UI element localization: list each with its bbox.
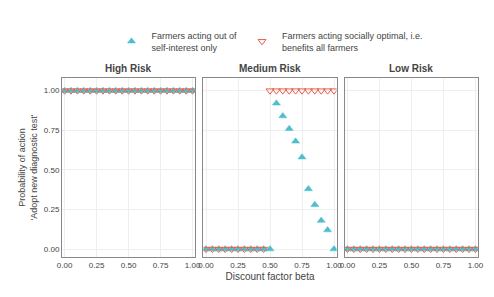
svg-text:Probability of action'Adopt ne: Probability of action'Adopt new diagnost… xyxy=(17,114,39,220)
svg-text:Farmers acting socially optima: Farmers acting socially optimal, i.e.ben… xyxy=(282,31,423,53)
svg-text:1.00: 1.00 xyxy=(468,261,484,270)
svg-text:1.00: 1.00 xyxy=(326,261,342,270)
svg-text:0.50: 0.50 xyxy=(121,261,137,270)
svg-text:0.75: 0.75 xyxy=(436,261,452,270)
svg-text:1.00: 1.00 xyxy=(185,261,201,270)
svg-text:Discount factor beta: Discount factor beta xyxy=(226,271,315,282)
svg-text:0.75: 0.75 xyxy=(44,126,60,135)
svg-text:Low Risk: Low Risk xyxy=(389,63,433,74)
svg-text:0.75: 0.75 xyxy=(294,261,310,270)
svg-text:1.00: 1.00 xyxy=(44,86,60,95)
svg-text:0.25: 0.25 xyxy=(372,261,388,270)
svg-text:0.50: 0.50 xyxy=(262,261,278,270)
svg-text:0.25: 0.25 xyxy=(230,261,246,270)
svg-text:0.50: 0.50 xyxy=(404,261,420,270)
svg-text:0.00: 0.00 xyxy=(44,245,60,254)
svg-text:0.00: 0.00 xyxy=(340,261,356,270)
svg-text:0.00: 0.00 xyxy=(57,261,73,270)
svg-text:0.25: 0.25 xyxy=(44,205,60,214)
svg-text:0.25: 0.25 xyxy=(89,261,105,270)
svg-text:0.50: 0.50 xyxy=(44,166,60,175)
svg-text:Farmers acting out ofself-inte: Farmers acting out ofself-interest only xyxy=(152,31,238,53)
svg-text:High Risk: High Risk xyxy=(105,63,152,74)
svg-text:0.75: 0.75 xyxy=(153,261,169,270)
svg-text:Medium Risk: Medium Risk xyxy=(239,63,301,74)
svg-text:0.00: 0.00 xyxy=(198,261,214,270)
